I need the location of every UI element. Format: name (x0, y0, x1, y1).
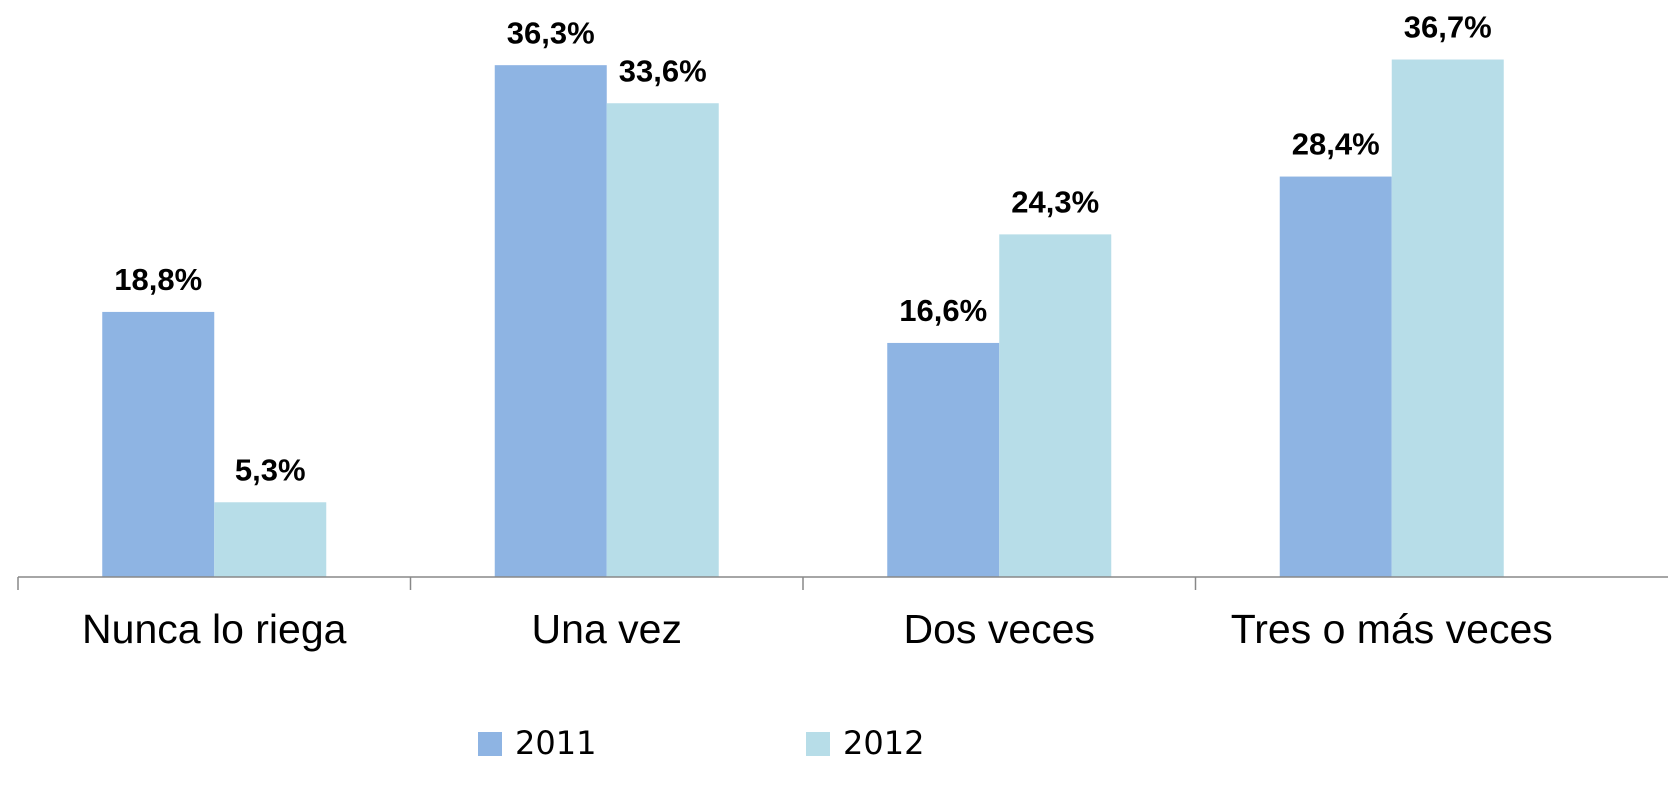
bar (1391, 59, 1504, 577)
legend-label: 2012 (843, 724, 924, 762)
x-tick-label: Nunca lo riega (82, 606, 347, 652)
value-label: 33,6% (619, 53, 707, 88)
value-label: 24,3% (1011, 185, 1099, 220)
legend-label: 2011 (515, 724, 596, 762)
value-label: 36,3% (507, 15, 595, 50)
x-tick-label: Una vez (532, 606, 682, 652)
bar (494, 65, 607, 578)
value-label: 36,7% (1404, 10, 1492, 45)
legend-swatch (478, 732, 502, 756)
value-label: 28,4% (1292, 127, 1380, 162)
value-label: 16,6% (899, 293, 987, 328)
value-label: 18,8% (114, 262, 202, 297)
bar (606, 103, 719, 578)
bar (1279, 176, 1392, 577)
x-tick-label: Tres o más veces (1231, 606, 1553, 652)
bar (999, 234, 1112, 577)
bar (887, 342, 1000, 577)
bar (102, 311, 215, 577)
bar (214, 502, 327, 577)
legend-swatch (806, 732, 830, 756)
x-tick-label: Dos veces (904, 606, 1095, 652)
value-label: 5,3% (235, 452, 306, 487)
